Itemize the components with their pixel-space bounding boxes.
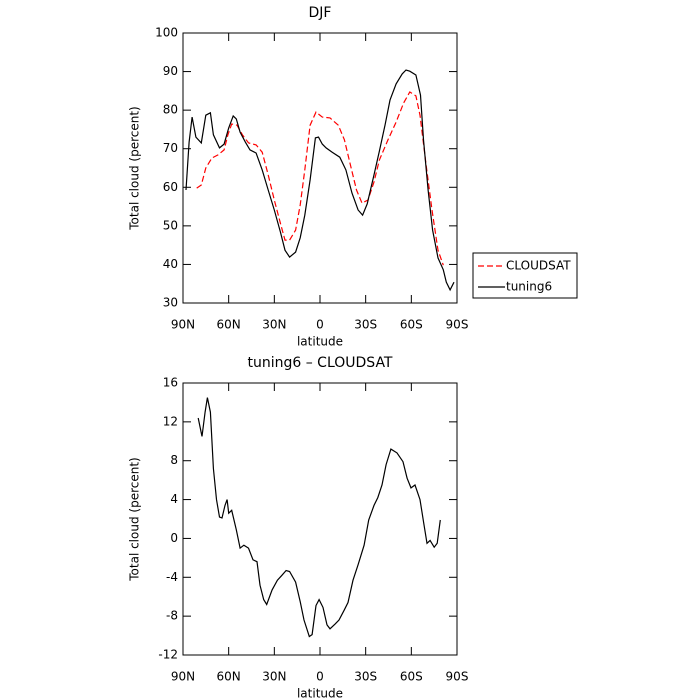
y-tick-label: -12 xyxy=(158,648,178,662)
data-line xyxy=(185,69,455,292)
y-tick-label: 8 xyxy=(170,453,178,467)
data-line xyxy=(196,91,444,266)
x-tick-label: 60S xyxy=(400,318,423,332)
x-tick-label: 90N xyxy=(171,318,195,332)
y-axis-label: Total cloud (percent) xyxy=(128,457,142,581)
legend-label: tuning6 xyxy=(506,280,552,294)
y-tick-label: 100 xyxy=(155,26,178,40)
plot-frame xyxy=(182,32,458,304)
x-tick-label: 30S xyxy=(354,318,377,332)
x-tick-label: 90N xyxy=(171,670,195,684)
x-axis-label: latitude xyxy=(297,335,343,349)
chart-title: tuning6 – CLOUDSAT xyxy=(247,355,392,371)
y-tick-label: 50 xyxy=(163,218,178,232)
y-tick-label: 40 xyxy=(163,257,178,271)
x-tick-label: 30S xyxy=(354,670,377,684)
x-tick-label: 30N xyxy=(262,318,286,332)
legend-label: CLOUDSAT xyxy=(506,259,571,273)
y-tick-label: 60 xyxy=(163,180,178,194)
y-tick-label: 16 xyxy=(163,376,178,390)
y-axis-label: Total cloud (percent) xyxy=(128,106,142,230)
legend-box xyxy=(472,252,578,299)
y-tick-label: 12 xyxy=(163,414,178,428)
x-axis-label: latitude xyxy=(297,687,343,700)
x-tick-label: 0 xyxy=(316,670,324,684)
y-tick-label: 30 xyxy=(163,296,178,310)
x-tick-label: 0 xyxy=(316,318,324,332)
y-tick-label: 80 xyxy=(163,103,178,117)
x-tick-label: 60N xyxy=(217,318,241,332)
x-tick-label: 90S xyxy=(446,670,469,684)
y-tick-label: -8 xyxy=(166,609,178,623)
chart-title: DJF xyxy=(309,5,332,21)
x-tick-label: 30N xyxy=(262,670,286,684)
y-tick-label: 70 xyxy=(163,141,178,155)
data-line xyxy=(197,397,441,638)
y-tick-label: 4 xyxy=(170,492,178,506)
x-tick-label: 60N xyxy=(217,670,241,684)
y-tick-label: -4 xyxy=(166,570,178,584)
y-tick-label: 0 xyxy=(170,531,178,545)
plot-frame xyxy=(182,382,458,656)
x-tick-label: 90S xyxy=(446,318,469,332)
y-tick-label: 90 xyxy=(163,64,178,78)
x-tick-label: 60S xyxy=(400,670,423,684)
